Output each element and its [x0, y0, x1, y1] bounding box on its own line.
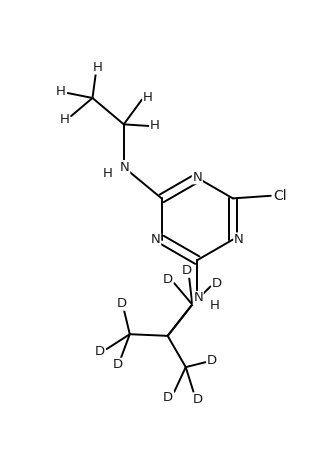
Text: D: D: [207, 354, 217, 367]
Text: H: H: [209, 299, 219, 312]
Text: H: H: [103, 166, 113, 179]
Text: D: D: [117, 297, 127, 310]
Text: D: D: [181, 264, 192, 277]
Text: D: D: [163, 391, 173, 404]
Text: N: N: [151, 233, 161, 246]
Text: D: D: [113, 358, 123, 371]
Text: N: N: [193, 171, 202, 183]
Text: N: N: [234, 233, 244, 246]
Text: N: N: [193, 291, 203, 305]
Text: H: H: [150, 119, 160, 132]
Text: D: D: [193, 393, 203, 406]
Text: Cl: Cl: [273, 189, 287, 203]
Text: N: N: [120, 160, 129, 174]
Text: H: H: [143, 90, 153, 104]
Text: H: H: [56, 85, 65, 98]
Text: H: H: [59, 113, 69, 126]
Text: H: H: [93, 61, 102, 74]
Text: D: D: [94, 345, 105, 358]
Text: D: D: [163, 273, 173, 286]
Text: D: D: [212, 277, 222, 290]
